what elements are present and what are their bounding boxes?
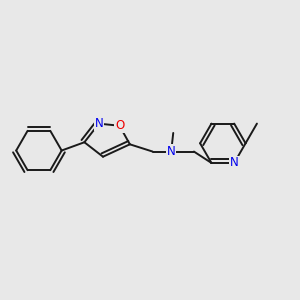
Text: O: O (115, 119, 124, 132)
Text: N: N (94, 117, 103, 130)
Text: N: N (230, 157, 239, 169)
Text: N: N (167, 145, 176, 158)
